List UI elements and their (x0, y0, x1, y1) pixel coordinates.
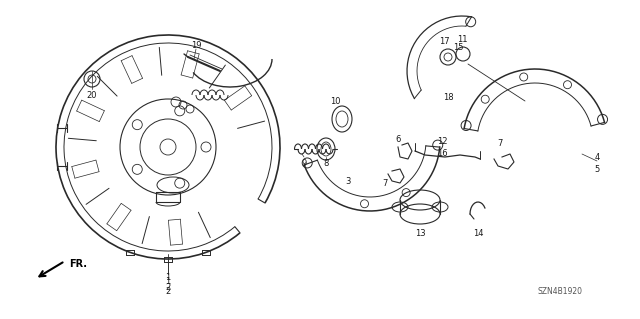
Text: 2: 2 (165, 286, 171, 295)
Text: 16: 16 (436, 149, 447, 158)
Text: 7: 7 (382, 180, 388, 189)
Text: 13: 13 (415, 228, 426, 238)
Text: 19: 19 (191, 41, 201, 49)
Text: 18: 18 (443, 93, 453, 101)
Text: 5: 5 (595, 165, 600, 174)
Text: 10: 10 (330, 97, 340, 106)
Text: 14: 14 (473, 228, 483, 238)
Text: 1: 1 (165, 272, 171, 281)
Text: 7: 7 (497, 139, 502, 149)
Text: 11: 11 (457, 35, 467, 44)
Text: 1: 1 (165, 277, 171, 286)
Text: 4: 4 (595, 152, 600, 161)
Text: 3: 3 (346, 176, 351, 186)
Text: 15: 15 (452, 43, 463, 53)
Text: 2: 2 (165, 283, 171, 292)
Text: SZN4B1920: SZN4B1920 (538, 286, 582, 295)
Text: 20: 20 (87, 91, 97, 100)
Text: 9: 9 (301, 160, 307, 168)
Text: 17: 17 (438, 36, 449, 46)
Text: 6: 6 (396, 135, 401, 144)
Text: FR.: FR. (69, 259, 87, 269)
Text: 12: 12 (436, 137, 447, 145)
Text: 8: 8 (323, 160, 329, 168)
